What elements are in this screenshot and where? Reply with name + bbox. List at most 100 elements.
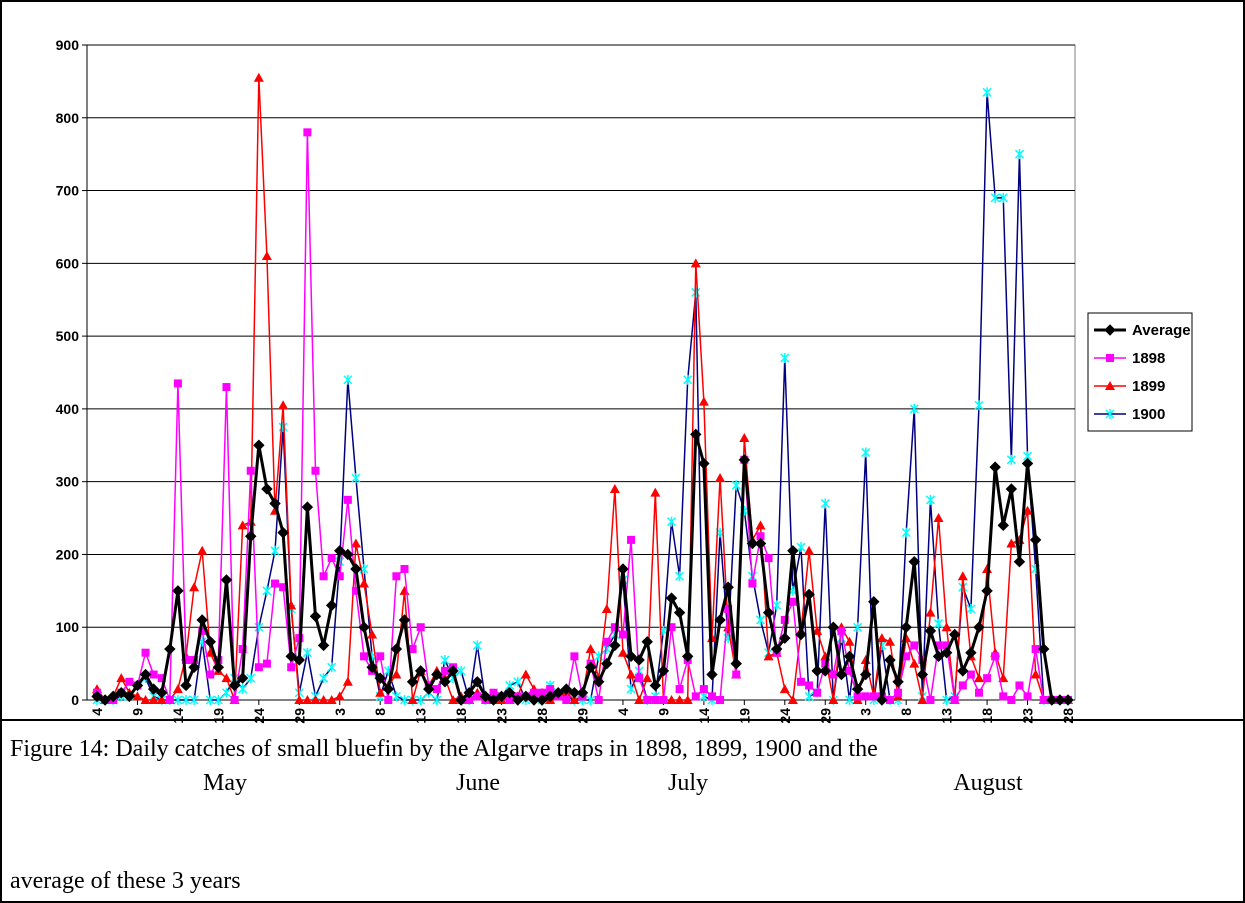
y-tick-label: 800 bbox=[56, 110, 80, 126]
point bbox=[609, 483, 620, 493]
y-tick-label: 900 bbox=[56, 37, 80, 53]
point bbox=[197, 545, 208, 555]
point bbox=[398, 614, 411, 626]
point bbox=[471, 676, 484, 688]
point bbox=[925, 494, 935, 505]
legend-label: 1899 bbox=[1132, 378, 1165, 395]
point bbox=[999, 692, 1008, 701]
point bbox=[682, 695, 693, 704]
point bbox=[1029, 534, 1042, 546]
point bbox=[699, 685, 708, 694]
point bbox=[1006, 454, 1016, 465]
point bbox=[246, 673, 256, 684]
point bbox=[141, 648, 150, 657]
point bbox=[924, 625, 937, 637]
x-tick-label: 8 bbox=[372, 708, 388, 716]
point bbox=[925, 607, 936, 617]
point bbox=[463, 687, 475, 699]
point bbox=[691, 692, 700, 701]
point bbox=[358, 621, 370, 633]
point bbox=[182, 655, 191, 664]
legend-marker bbox=[1105, 381, 1115, 390]
point bbox=[698, 396, 709, 406]
point bbox=[748, 579, 757, 588]
point bbox=[156, 687, 168, 699]
point bbox=[1039, 696, 1048, 704]
point bbox=[139, 668, 152, 681]
point bbox=[173, 695, 183, 705]
series bbox=[91, 428, 1074, 706]
point bbox=[618, 630, 627, 639]
point bbox=[966, 604, 976, 615]
point bbox=[465, 696, 474, 704]
point bbox=[318, 695, 329, 704]
x-tick-label: 4 bbox=[615, 708, 631, 716]
point bbox=[366, 661, 378, 673]
point bbox=[764, 554, 773, 563]
legend-marker bbox=[1105, 409, 1115, 419]
point bbox=[601, 657, 613, 670]
point bbox=[198, 626, 207, 635]
point bbox=[408, 645, 417, 654]
point bbox=[739, 433, 750, 442]
point bbox=[246, 466, 255, 475]
point bbox=[285, 650, 297, 663]
point bbox=[998, 673, 1009, 683]
point bbox=[910, 641, 919, 650]
point bbox=[309, 610, 322, 623]
point bbox=[238, 645, 247, 654]
point bbox=[950, 696, 959, 704]
point bbox=[763, 651, 774, 661]
point bbox=[909, 658, 920, 668]
point bbox=[860, 668, 872, 681]
point bbox=[788, 597, 797, 606]
y-tick-label: 300 bbox=[56, 474, 80, 490]
point bbox=[416, 695, 426, 705]
x-tick-label: 9 bbox=[655, 708, 671, 716]
point bbox=[1015, 681, 1024, 690]
point bbox=[894, 688, 903, 697]
point bbox=[303, 128, 312, 137]
point bbox=[375, 687, 386, 697]
point bbox=[908, 556, 920, 568]
point bbox=[716, 696, 725, 704]
point bbox=[115, 687, 127, 699]
point bbox=[350, 538, 361, 548]
point bbox=[367, 629, 378, 639]
legend-marker bbox=[1104, 324, 1116, 336]
point bbox=[981, 585, 993, 597]
point bbox=[1031, 645, 1040, 654]
point bbox=[269, 497, 281, 510]
point bbox=[407, 695, 418, 704]
point bbox=[319, 572, 328, 581]
legend-label: 1900 bbox=[1132, 406, 1165, 423]
point bbox=[392, 572, 401, 581]
point bbox=[844, 636, 855, 646]
point bbox=[650, 487, 661, 497]
point bbox=[196, 614, 208, 626]
point bbox=[327, 554, 336, 563]
point bbox=[1014, 149, 1024, 160]
point bbox=[1021, 457, 1034, 470]
point bbox=[351, 473, 361, 484]
legend-box bbox=[1087, 312, 1193, 432]
point bbox=[221, 687, 231, 698]
point bbox=[529, 688, 538, 697]
point bbox=[940, 646, 953, 659]
point bbox=[819, 665, 831, 677]
point bbox=[262, 585, 272, 596]
point bbox=[584, 661, 597, 673]
point bbox=[512, 694, 524, 706]
point bbox=[1038, 643, 1050, 655]
point bbox=[149, 670, 158, 679]
point bbox=[941, 622, 952, 632]
point bbox=[916, 668, 929, 681]
x-tick-label: 19 bbox=[210, 708, 226, 724]
point bbox=[326, 695, 337, 704]
point bbox=[302, 695, 313, 704]
point bbox=[503, 687, 516, 699]
point bbox=[601, 604, 612, 614]
point bbox=[277, 526, 289, 539]
point bbox=[334, 545, 346, 557]
